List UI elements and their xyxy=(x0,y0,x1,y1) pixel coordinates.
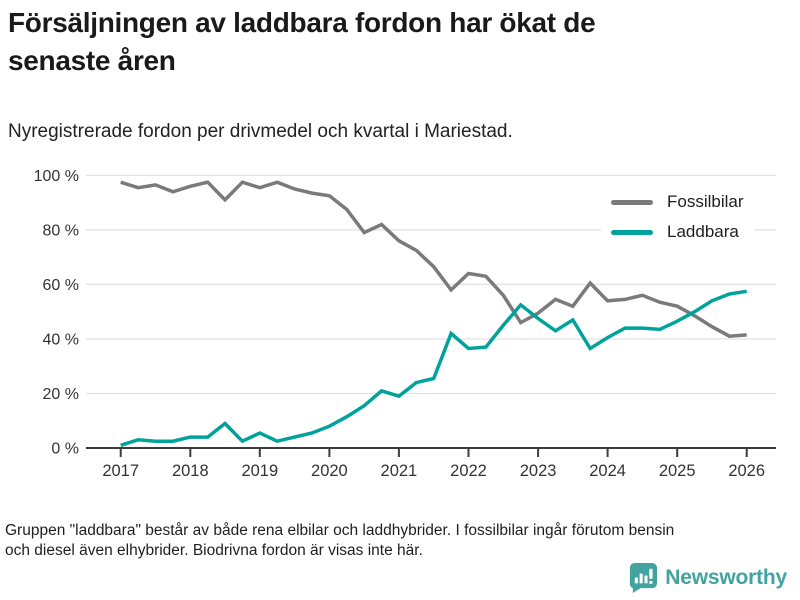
laddbara-line-swatch xyxy=(611,229,653,235)
legend-label: Fossilbilar xyxy=(667,192,744,211)
x-tick-label: 2025 xyxy=(659,462,696,480)
y-tick-label: 20 % xyxy=(43,386,79,403)
x-tick-label: 2020 xyxy=(311,462,348,480)
x-tick-label: 2022 xyxy=(450,462,487,480)
newsworthy-logo-text: Newsworthy xyxy=(665,565,787,589)
series-line-fossilbilar xyxy=(120,180,747,338)
x-tick-label: 2018 xyxy=(172,462,209,480)
chart-subtitle: Nyregistrerade fordon per drivmedel och … xyxy=(8,121,513,142)
series-line-laddbara xyxy=(120,289,747,447)
y-tick-label: 80 % xyxy=(43,222,79,239)
chart-legend: Fossilbilar Laddbara xyxy=(601,188,754,248)
footnote: Gruppen "laddbara" består av både rena e… xyxy=(5,522,675,559)
legend-item-fossilbilar: Fossilbilar xyxy=(611,192,744,212)
x-tick-label: 2023 xyxy=(520,462,557,480)
x-tick-label: 2026 xyxy=(728,462,765,480)
y-tick-label: 60 % xyxy=(43,277,79,294)
legend-label: Laddbara xyxy=(667,222,739,241)
x-tick-label: 2019 xyxy=(241,462,278,480)
chart-title: Försäljningen av laddbara fordon har öka… xyxy=(8,7,596,76)
newsworthy-logo[interactable]: Newsworthy xyxy=(627,562,787,593)
fossilbilar-line-swatch xyxy=(611,199,653,205)
x-tick-label: 2017 xyxy=(102,462,139,480)
y-tick-label: 40 % xyxy=(43,332,79,349)
legend-item-laddbara: Laddbara xyxy=(611,222,744,242)
newsworthy-logo-icon xyxy=(630,562,658,593)
line-chart: 0 % 20 % 40 % 60 % 80 % 100 % 2017 2018 2019 2020… xyxy=(34,168,776,480)
x-tick-label: 2021 xyxy=(381,462,418,480)
y-tick-label: 0 % xyxy=(51,441,79,458)
y-tick-label: 100 % xyxy=(34,168,79,185)
x-tick-label: 2024 xyxy=(589,462,626,480)
